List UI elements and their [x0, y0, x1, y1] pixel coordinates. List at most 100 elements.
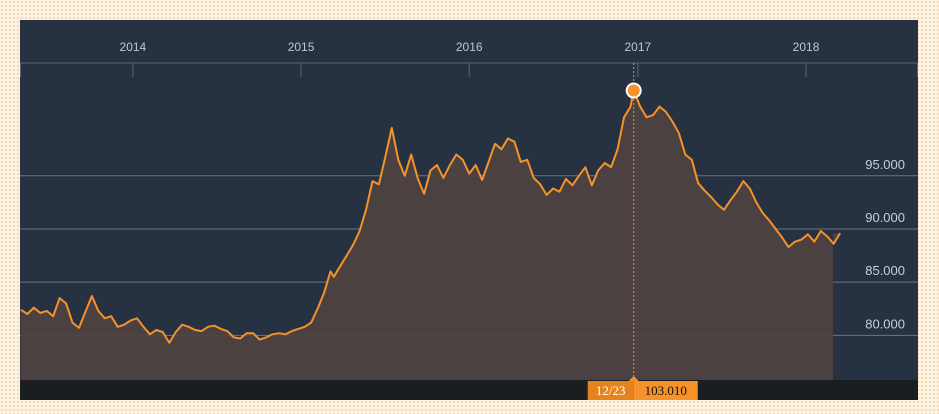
- data-point: [597, 169, 599, 171]
- data-point: [201, 330, 203, 332]
- data-point: [539, 183, 541, 185]
- data-point: [475, 164, 477, 166]
- data-point: [265, 336, 267, 338]
- data-point: [352, 244, 354, 246]
- data-point: [800, 239, 802, 241]
- x-axis: 2014 2015 2016 2017 2018: [20, 40, 918, 77]
- data-point: [117, 326, 119, 328]
- data-point: [788, 246, 790, 248]
- data-point: [246, 332, 248, 334]
- highlight-date: 12/23: [596, 383, 626, 398]
- data-point: [26, 313, 28, 315]
- y-tick-label: 80.000: [865, 316, 905, 331]
- data-point: [143, 326, 145, 328]
- y-tick-label: 85.000: [865, 263, 905, 278]
- highlight-pointer: [628, 376, 639, 381]
- x-tick-label-2015: 2015: [288, 40, 315, 54]
- data-point: [488, 161, 490, 163]
- data-point: [691, 159, 693, 161]
- data-point: [755, 201, 757, 203]
- data-point: [526, 159, 528, 161]
- y-tick-label: 90.000: [865, 210, 905, 225]
- data-point: [665, 111, 667, 113]
- highlight-marker[interactable]: [625, 82, 642, 99]
- data-point: [272, 333, 274, 335]
- data-point: [659, 106, 661, 108]
- data-point: [723, 209, 725, 211]
- data-point: [59, 297, 61, 299]
- data-point: [278, 332, 280, 334]
- data-point: [494, 143, 496, 145]
- data-point: [207, 326, 209, 328]
- data-point: [194, 329, 196, 331]
- data-point: [513, 141, 515, 143]
- data-point: [97, 310, 99, 312]
- data-point: [155, 329, 157, 331]
- data-point: [442, 177, 444, 179]
- data-point: [781, 237, 783, 239]
- data-point: [175, 331, 177, 333]
- data-point: [359, 230, 361, 232]
- data-point: [546, 194, 548, 196]
- data-point: [762, 212, 764, 214]
- data-point: [84, 311, 86, 313]
- data-point: [65, 302, 67, 304]
- data-point: [410, 154, 412, 156]
- data-point: [820, 230, 822, 232]
- data-point: [384, 156, 386, 158]
- data-point: [455, 154, 457, 156]
- data-point: [671, 121, 673, 123]
- data-point: [630, 106, 632, 108]
- data-point: [652, 114, 654, 116]
- x-tick-label-2016: 2016: [456, 40, 483, 54]
- data-point: [404, 175, 406, 177]
- data-point: [233, 336, 235, 338]
- data-point: [623, 116, 625, 118]
- data-point: [259, 339, 261, 341]
- data-point: [297, 328, 299, 330]
- data-point: [839, 232, 841, 234]
- data-point: [417, 177, 419, 179]
- data-point: [742, 180, 744, 182]
- data-point: [91, 295, 93, 297]
- data-point: [775, 228, 777, 230]
- data-point: [46, 310, 48, 312]
- data-point: [578, 175, 580, 177]
- data-point: [339, 265, 341, 267]
- data-point: [149, 333, 151, 335]
- data-point: [610, 166, 612, 168]
- data-point: [123, 324, 125, 326]
- data-point: [584, 166, 586, 168]
- y-tick-label: 95.000: [865, 157, 905, 172]
- highlight-label: 12/23 103.010: [587, 376, 698, 400]
- data-point: [168, 342, 170, 344]
- y-axis: 80.000 85.000 90.000 95.000: [865, 157, 905, 332]
- data-point: [104, 317, 106, 319]
- data-point: [617, 148, 619, 150]
- data-point: [736, 191, 738, 193]
- data-point: [646, 116, 648, 118]
- data-point: [72, 322, 74, 324]
- data-point: [372, 180, 374, 182]
- highlight-value-box: [633, 381, 698, 400]
- data-point: [697, 182, 699, 184]
- data-point: [501, 148, 503, 150]
- data-point: [110, 315, 112, 317]
- data-point: [749, 188, 751, 190]
- data-point: [284, 333, 286, 335]
- highlight-value: 103.010: [645, 383, 687, 398]
- data-point: [826, 235, 828, 237]
- data-point: [449, 164, 451, 166]
- price-chart: 2014 2015 2016 2017 2018 80.000 85.000 90.000 9…: [20, 40, 918, 400]
- chart-container: 2014 2015 2016 2017 2018 80.000 85.000 90.000 9…: [20, 20, 918, 400]
- x-tick-label-2014: 2014: [120, 40, 147, 54]
- data-point: [310, 322, 312, 324]
- series-area: [20, 90, 841, 380]
- data-point: [704, 190, 706, 192]
- data-point: [468, 173, 470, 175]
- data-point: [378, 183, 380, 185]
- data-point: [317, 308, 319, 310]
- data-point: [33, 307, 35, 309]
- data-point: [333, 276, 335, 278]
- data-point: [533, 177, 535, 179]
